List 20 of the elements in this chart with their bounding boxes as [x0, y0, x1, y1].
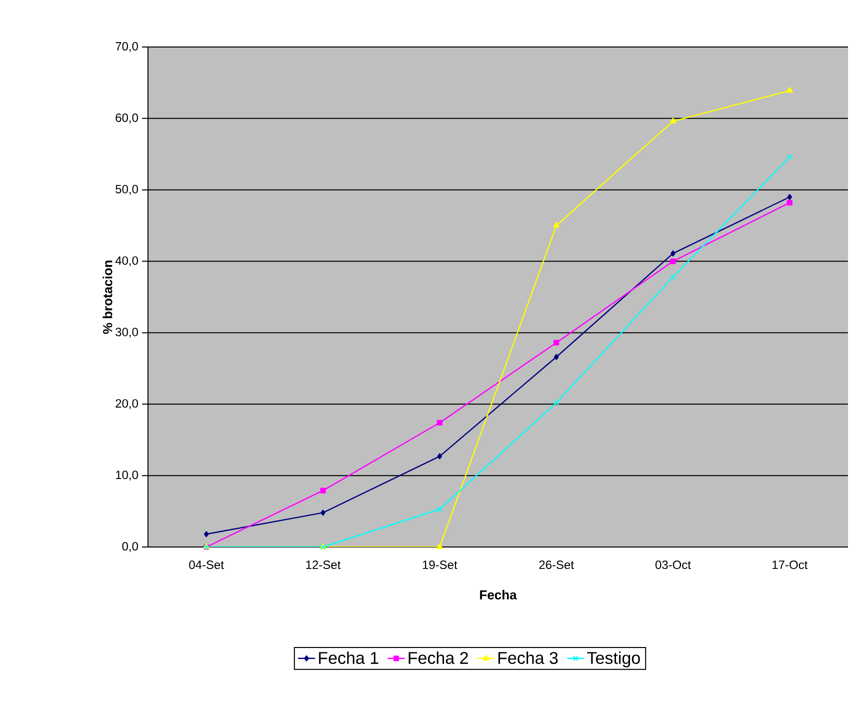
y-tick-label: 50,0 [116, 184, 138, 195]
x-tick-label: 04-Set [189, 560, 224, 570]
y-tick-label: 40,0 [115, 256, 138, 266]
legend-label: Fecha 3 [498, 652, 558, 664]
y-tick-label: 70,0 [116, 42, 138, 52]
legend-label: Fecha 2 [408, 652, 468, 664]
x-tick-label: 03-Oct [655, 560, 691, 570]
legend-label: Fecha 1 [319, 652, 378, 664]
y-tick-label: 60,0 [116, 113, 138, 124]
x-tick-label: 12-Set [306, 560, 341, 570]
y-tick-label: 0,0 [122, 542, 138, 552]
x-tick-label: 17-Oct [772, 560, 808, 570]
y-tick-label: 20,0 [116, 399, 138, 410]
y-tick-label: 10,0 [116, 470, 138, 481]
x-tick-label: 19-Set [422, 560, 458, 570]
x-axis-title: Fecha [480, 590, 517, 600]
y-axis-title: % brotacion [102, 260, 112, 334]
y-tick-label: 30,0 [116, 328, 138, 338]
x-tick-label: 26-Set [539, 560, 574, 570]
legend-label: Testigo [587, 652, 640, 668]
